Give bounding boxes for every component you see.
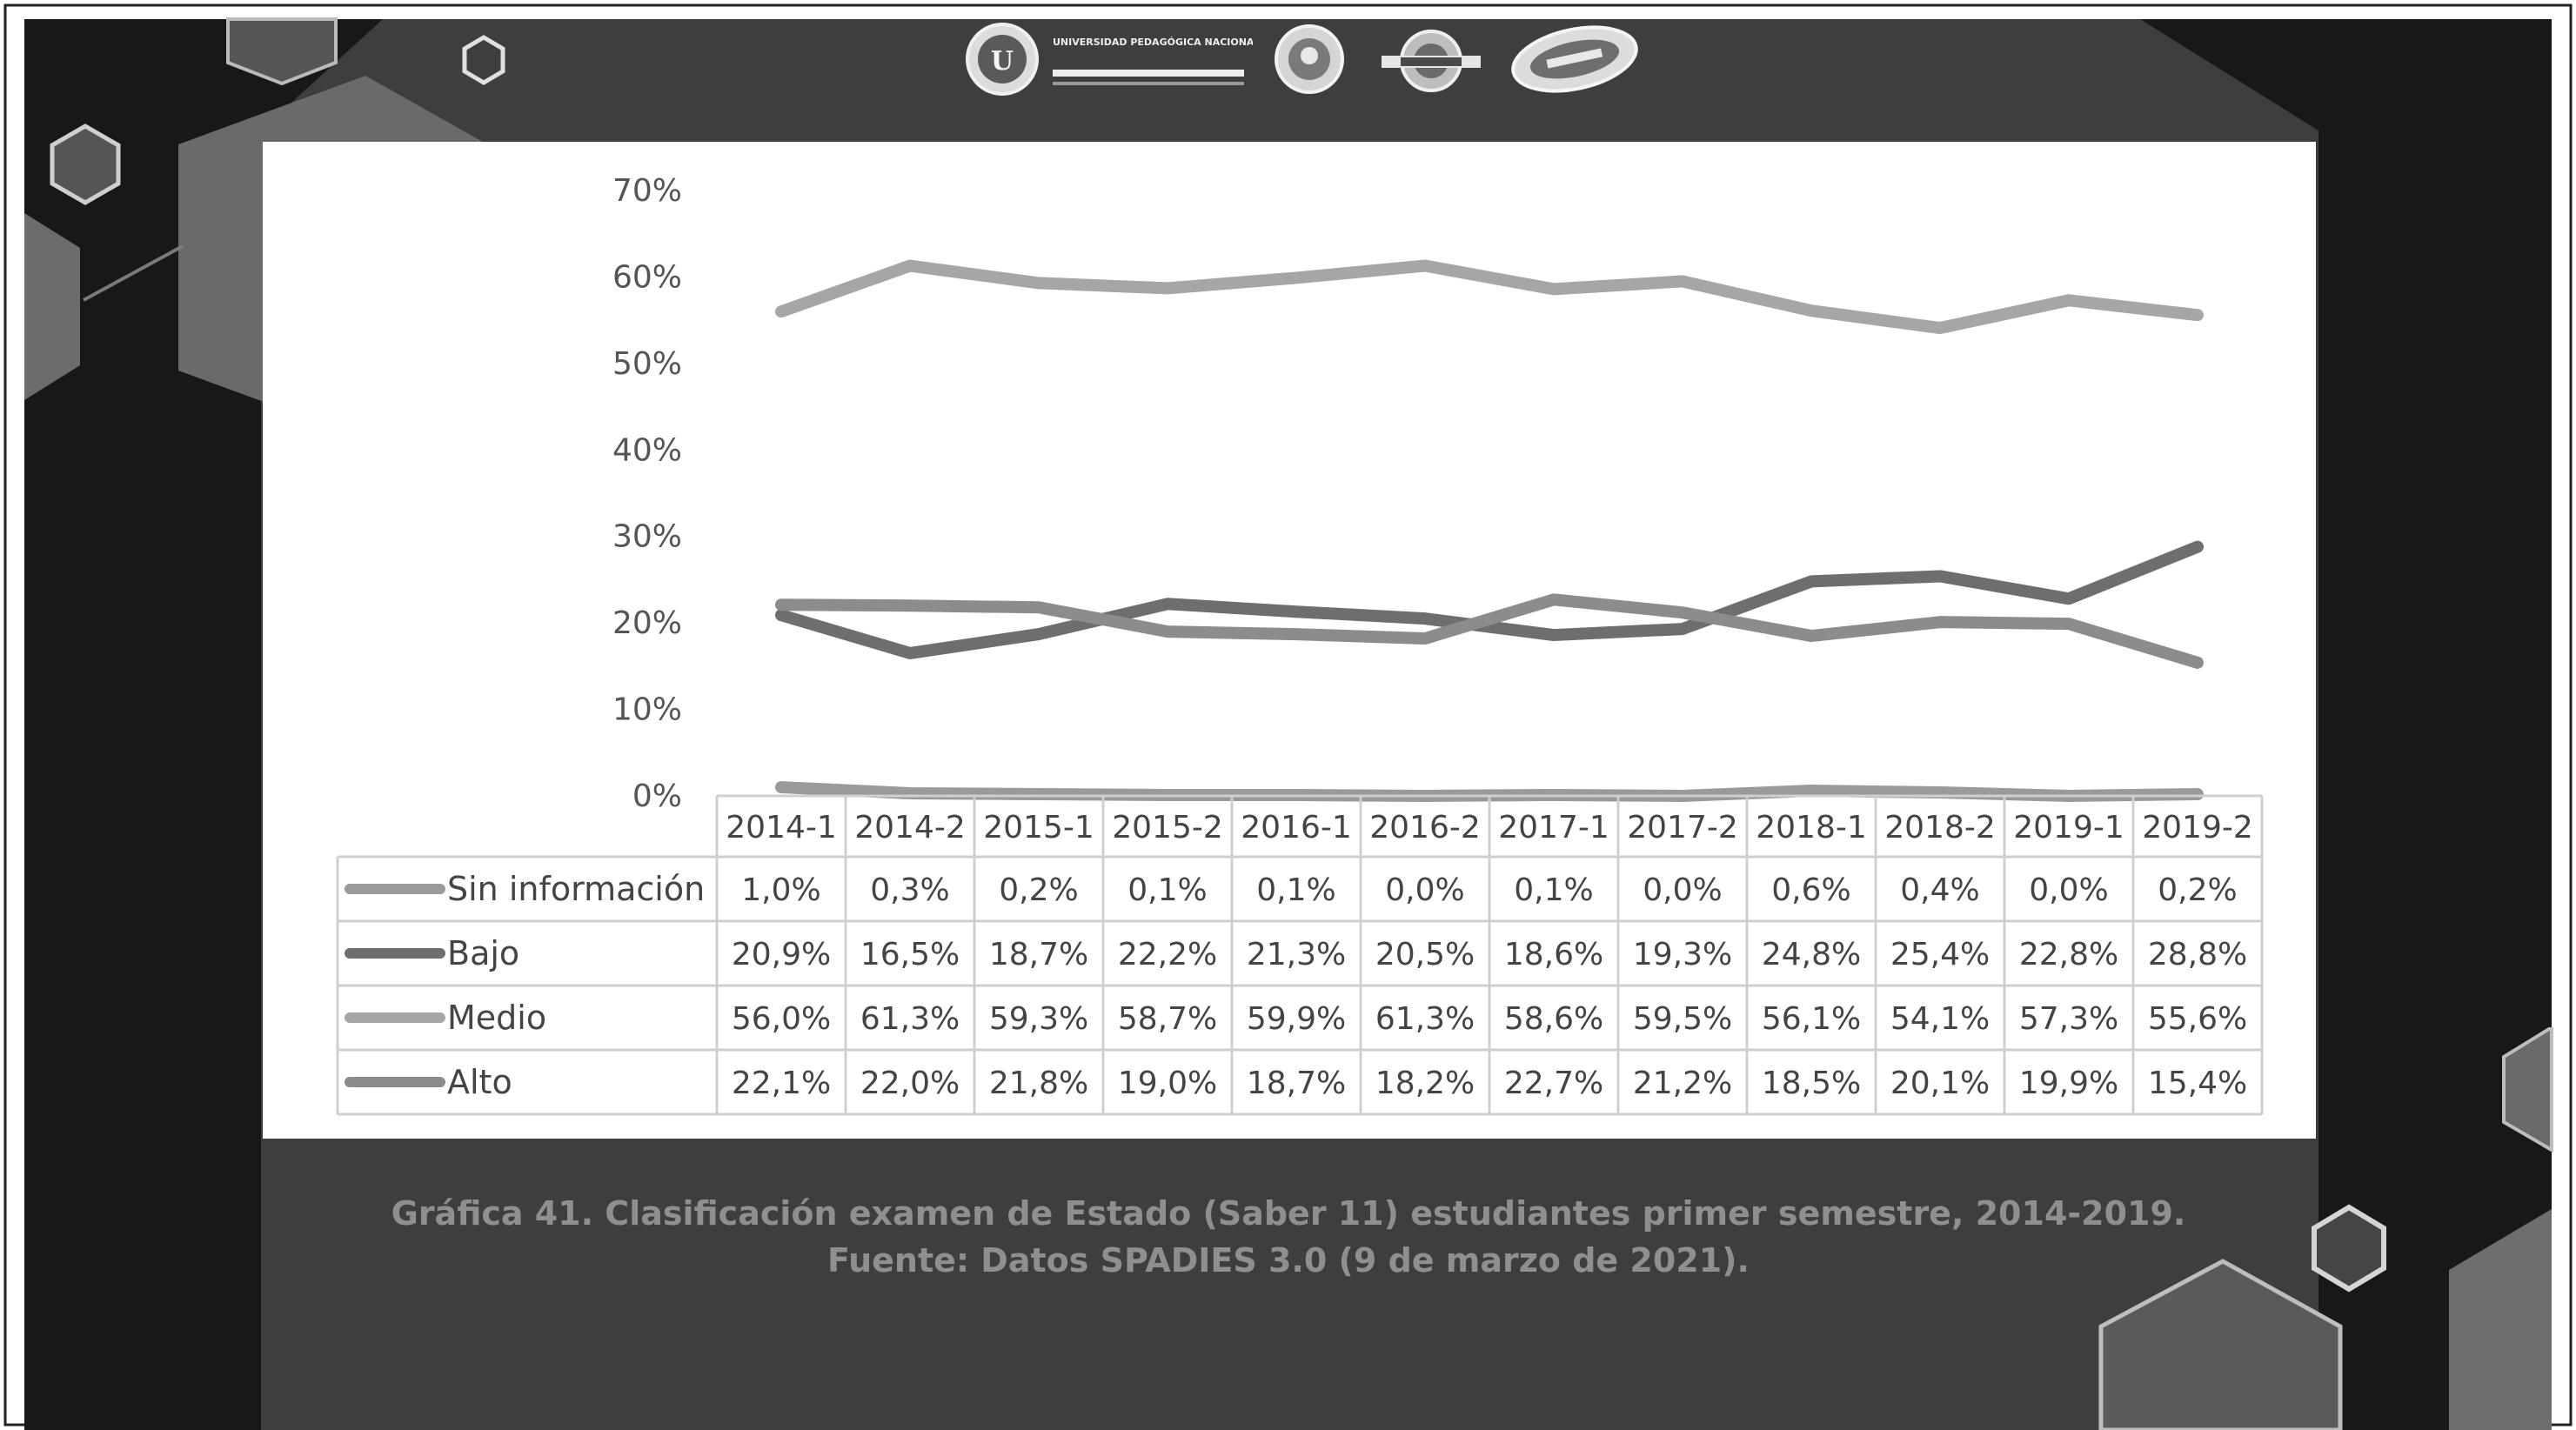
chart-panel: 0% 10% 20% 30% 40% 50% 60% 70% 2014-1 2014-2 2015… [263,142,2316,1139]
data-label: 55,6% [2148,1001,2247,1037]
x-tick-label: 2015-1 [983,810,1094,845]
data-label: 18,5% [1762,1066,1861,1101]
hexagon-decoration [24,213,80,400]
data-label: 19,3% [1633,937,1732,972]
hexagon-decoration [2312,1204,2386,1293]
logo-strip: U UNIVERSIDAD PEDAGÓGICA NACIONAL [966,17,1662,130]
legend-label: Sin información [447,870,705,908]
data-label: 21,3% [1247,937,1346,972]
x-tick-label: 2016-1 [1241,810,1352,845]
svg-text:UNIVERSIDAD PEDAGÓGICA NACIONA: UNIVERSIDAD PEDAGÓGICA NACIONAL [1053,37,1253,48]
data-label: 0,0% [1643,872,1722,908]
x-tick-label: 2014-2 [854,810,966,845]
figure-caption: Gráfica 41. Clasificación examen de Esta… [261,1190,2316,1284]
data-label: 0,2% [2158,872,2237,908]
hexagon-decoration [2502,1027,2553,1153]
data-label: 57,3% [2019,1001,2118,1037]
y-tick-label: 30% [612,519,682,555]
data-label: 20,9% [732,937,831,972]
line-chart: 0% 10% 20% 30% 40% 50% 60% 70% 2014-1 2014-2 2015… [336,173,2264,1116]
y-axis: 0% 10% 20% 30% 40% 50% 60% 70% [612,173,682,814]
data-label: 61,3% [860,1001,960,1037]
data-label: 19,9% [2019,1066,2118,1101]
data-label: 21,2% [1633,1066,1732,1101]
data-label: 54,1% [1890,1001,1990,1037]
y-tick-label: 20% [612,605,682,641]
x-tick-label: 2015-2 [1112,810,1223,845]
legend-label: Alto [447,1063,512,1101]
data-label: 22,2% [1118,937,1217,972]
data-label: 59,9% [1247,1001,1346,1037]
x-tick-label: 2018-1 [1756,810,1867,845]
x-tick-label: 2017-2 [1627,810,1738,845]
data-label: 15,4% [2148,1066,2247,1101]
hexagon-decoration [2098,1259,2343,1430]
data-label: 0,6% [1771,872,1850,908]
data-label: 21,8% [989,1066,1088,1101]
data-table: 2014-1 2014-2 2015-1 2015-2 2016-1 2016-2 2017… [336,794,2264,1116]
x-tick-label: 2014-1 [726,810,837,845]
data-label: 0,1% [1256,872,1335,908]
y-tick-label: 50% [612,346,682,382]
data-label: 0,3% [870,872,949,908]
hexagon-decoration [462,35,505,85]
series-line [775,540,2204,659]
data-label: 28,8% [2148,937,2247,972]
data-label: 16,5% [860,937,960,972]
data-label: 22,0% [860,1066,960,1101]
x-tick-label: 2018-2 [1884,810,1996,845]
data-label: 0,0% [1385,872,1464,908]
series-lines [775,259,2204,802]
caption-source: Fuente: Datos SPADIES 3.0 (9 de marzo de… [827,1241,1750,1280]
legend-label: Bajo [447,934,519,972]
data-label: 56,1% [1762,1001,1861,1037]
svg-text:U: U [991,46,1014,77]
data-label: 22,7% [1504,1066,1603,1101]
legend-label: Medio [447,999,546,1037]
data-label: 0,2% [999,872,1078,908]
data-label: 59,3% [989,1001,1088,1037]
upn-logo: U UNIVERSIDAD PEDAGÓGICA NACIONAL [966,23,1253,96]
hexagon-decoration [50,124,121,205]
data-label: 18,6% [1504,937,1603,972]
y-tick-label: 40% [612,432,682,468]
x-tick-label: 2019-1 [2013,810,2124,845]
data-label: 58,7% [1118,1001,1217,1037]
x-tick-label: 2019-2 [2142,810,2253,845]
data-label: 56,0% [732,1001,831,1037]
institution-logo [1511,25,1638,93]
series-line [775,593,2204,669]
y-tick-label: 0% [632,778,682,814]
emblem-logo [1382,30,1481,92]
data-label: 61,3% [1375,1001,1475,1037]
data-label: 18,7% [1247,1066,1346,1101]
data-label: 0,1% [1514,872,1593,908]
data-label: 0,1% [1127,872,1207,908]
data-label: 20,1% [1890,1066,1990,1101]
y-tick-label: 10% [612,692,682,728]
x-tick-label: 2017-1 [1498,810,1609,845]
y-tick-label: 60% [612,259,682,295]
seal-logo [1275,24,1344,94]
x-tick-label: 2016-2 [1369,810,1481,845]
data-label: 0,4% [1900,872,1979,908]
data-label: 1,0% [741,872,820,908]
hexagon-decoration [2449,1209,2552,1430]
data-label: 58,6% [1504,1001,1603,1037]
data-label: 24,8% [1762,937,1861,972]
data-label: 18,7% [989,937,1088,972]
caption-title: Gráfica 41. Clasificación examen de Esta… [391,1194,2186,1233]
data-label: 18,2% [1375,1066,1475,1101]
data-label: 22,1% [732,1066,831,1101]
data-label: 20,5% [1375,937,1475,972]
data-label: 59,5% [1633,1001,1732,1037]
y-tick-label: 70% [612,173,682,209]
data-label: 22,8% [2019,937,2118,972]
series-line [775,259,2204,335]
data-label: 0,0% [2029,872,2108,908]
data-label: 25,4% [1890,937,1990,972]
hexagon-decoration [226,17,338,86]
data-label: 19,0% [1118,1066,1217,1101]
